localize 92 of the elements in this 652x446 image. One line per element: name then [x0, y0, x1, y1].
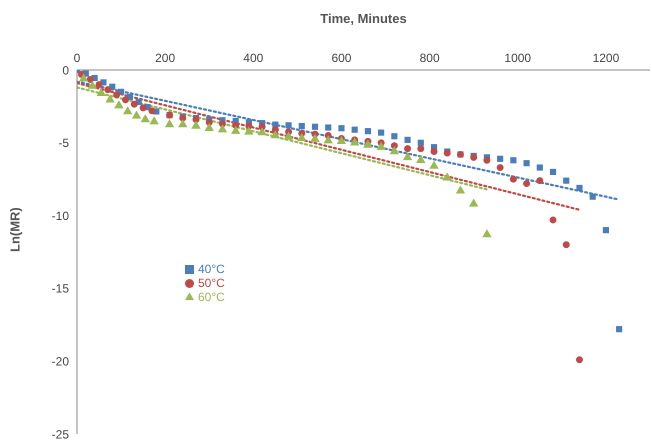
point [576, 356, 583, 364]
point [469, 198, 478, 207]
point [230, 126, 240, 134]
point [312, 124, 318, 130]
x-tick-label: 0 [74, 51, 81, 65]
point [456, 185, 466, 194]
point [122, 96, 129, 104]
x-tick-label: 800 [420, 51, 440, 65]
x-tick-label: 1000 [504, 51, 532, 65]
point [364, 128, 371, 134]
point [123, 106, 132, 114]
point [524, 160, 530, 166]
y-tick-label: -15 [52, 282, 70, 296]
point [178, 119, 188, 128]
point [536, 177, 544, 184]
point [523, 180, 530, 188]
y-tick-label: -10 [52, 208, 70, 223]
point [284, 132, 294, 140]
point [562, 241, 570, 248]
point [442, 172, 452, 180]
point [297, 133, 306, 142]
point [310, 134, 320, 142]
point [378, 130, 384, 136]
point [218, 124, 228, 132]
point [325, 124, 332, 131]
point [352, 126, 358, 133]
point [88, 80, 98, 89]
point [550, 168, 556, 175]
point [616, 326, 622, 332]
point [140, 104, 147, 112]
point [363, 140, 373, 148]
y-tick-label: -5 [58, 136, 70, 150]
y-axis-title: Ln(MR) [8, 207, 23, 252]
point [417, 145, 424, 152]
point [140, 114, 150, 122]
point [96, 81, 103, 88]
point [510, 157, 516, 164]
legend-label: 60°C [198, 290, 225, 304]
point [148, 107, 156, 114]
legend-label: 50°C [198, 276, 225, 290]
point [391, 133, 398, 140]
point [191, 120, 201, 129]
point [164, 119, 174, 128]
point [149, 116, 159, 124]
point [402, 152, 412, 160]
x-tick-label: 200 [155, 51, 176, 65]
point [376, 142, 386, 150]
y-tick-label: -20 [52, 354, 70, 368]
point [550, 216, 557, 224]
point [96, 88, 106, 96]
point [113, 91, 120, 98]
point [338, 125, 345, 132]
point [390, 146, 400, 154]
point [536, 164, 543, 171]
point [602, 227, 610, 234]
point [416, 154, 426, 163]
point [285, 122, 292, 128]
point [104, 86, 112, 94]
point [430, 148, 438, 156]
x-tick-label: 400 [243, 51, 264, 65]
legend-label: 40°C [198, 262, 225, 276]
point [350, 137, 360, 146]
x-axis-title: Time, Minutes [320, 11, 407, 26]
point [257, 127, 267, 136]
point [78, 73, 88, 82]
point [590, 194, 596, 200]
point [298, 122, 305, 130]
x-tick-label: 600 [331, 51, 352, 65]
point [244, 126, 254, 135]
point [563, 178, 570, 184]
point [576, 184, 583, 192]
point [404, 136, 411, 143]
point [418, 140, 424, 146]
y-tick-label: -25 [52, 427, 70, 442]
point [336, 136, 346, 144]
point [270, 130, 280, 138]
point [105, 94, 115, 103]
point [482, 229, 492, 238]
point [130, 100, 138, 108]
point [204, 122, 214, 131]
point [429, 160, 439, 169]
point [483, 156, 490, 164]
point [496, 164, 504, 172]
point [510, 176, 517, 183]
point [324, 135, 333, 144]
y-tick-label: 0 [62, 63, 70, 78]
point [132, 110, 142, 119]
point [404, 145, 412, 152]
point [114, 100, 124, 108]
point [497, 156, 504, 162]
x-tick-label: 1200 [592, 51, 620, 65]
point [86, 76, 94, 83]
